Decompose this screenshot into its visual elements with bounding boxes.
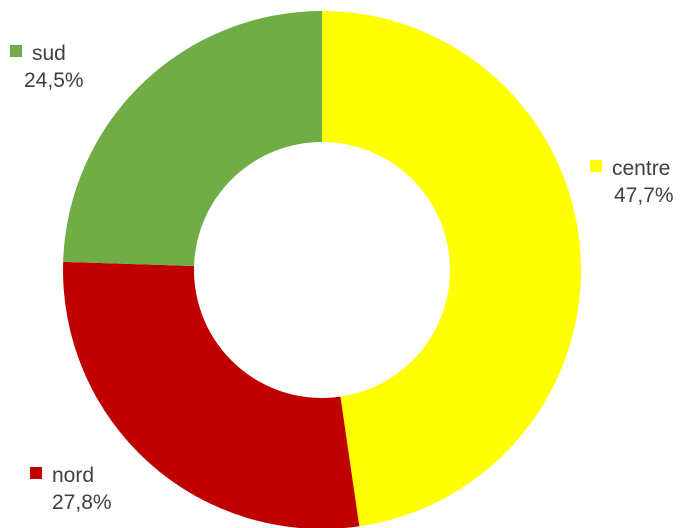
slice-label-centre: centre 47,7% xyxy=(590,155,674,209)
slice-label-nord: nord 27,8% xyxy=(30,462,112,516)
slice-nord xyxy=(63,261,360,528)
slice-sud xyxy=(63,11,322,266)
sud-percent: 24,5% xyxy=(24,69,84,92)
slice-centre xyxy=(322,10,582,527)
sud-legend-swatch xyxy=(10,45,22,58)
nord-percent: 27,8% xyxy=(52,491,112,514)
nord-legend-swatch xyxy=(30,467,42,480)
sud-label-text: sud xyxy=(32,42,66,65)
centre-percent: 47,7% xyxy=(614,184,674,207)
centre-legend-swatch xyxy=(590,160,602,173)
slice-label-sud: sud 24,5% xyxy=(10,40,84,94)
nord-label-text: nord xyxy=(52,464,95,487)
centre-label-text: centre xyxy=(612,157,671,180)
